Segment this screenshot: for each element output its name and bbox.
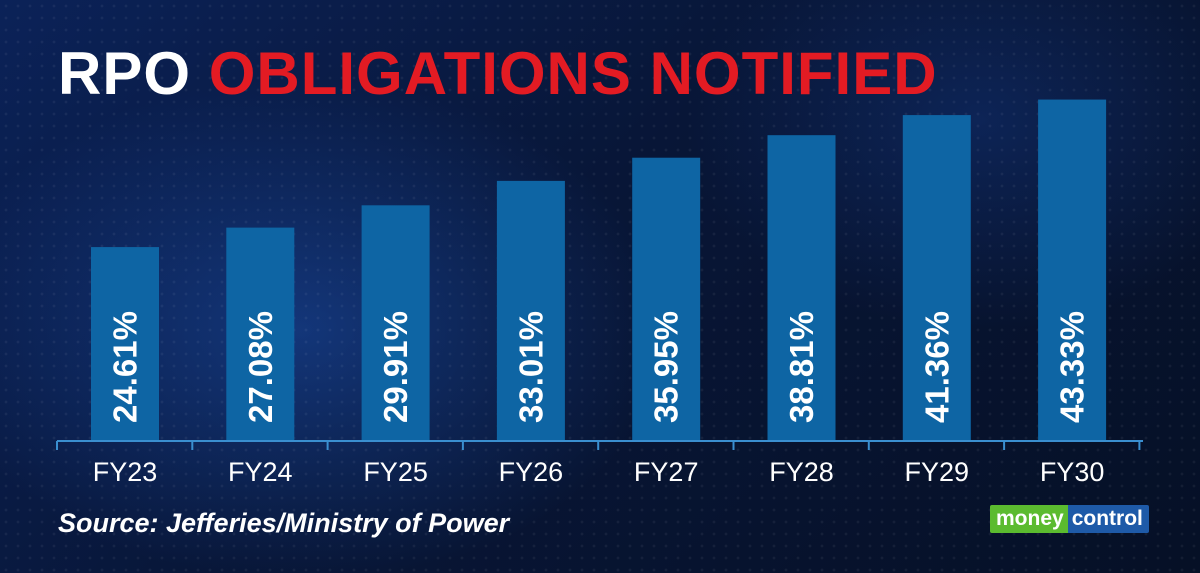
logo-control-text: control bbox=[1067, 505, 1149, 533]
x-tick-label-fy30: FY30 bbox=[1040, 457, 1105, 487]
bar-fy25 bbox=[361, 205, 430, 441]
x-tick-label-fy25: FY25 bbox=[363, 457, 428, 487]
data-label-fy23: 24.61% bbox=[107, 311, 144, 423]
x-tick-label-fy26: FY26 bbox=[499, 457, 564, 487]
data-label-fy28: 38.81% bbox=[783, 311, 820, 423]
chart-title: RPO OBLIGATIONS NOTIFIED bbox=[58, 38, 938, 110]
data-label-fy25: 29.91% bbox=[377, 311, 414, 423]
moneycontrol-logo: money control bbox=[990, 505, 1149, 533]
data-label-fy26: 33.01% bbox=[512, 311, 549, 423]
logo-money-text: money bbox=[990, 505, 1068, 533]
chart-title-part1: RPO bbox=[58, 40, 192, 107]
bar-fy27 bbox=[632, 157, 701, 442]
x-tick-label-fy27: FY27 bbox=[634, 457, 699, 487]
chart-title-part2: OBLIGATIONS NOTIFIED bbox=[208, 40, 938, 107]
bar-fy30 bbox=[1038, 99, 1107, 441]
data-label-fy29: 41.36% bbox=[918, 311, 955, 423]
bar-fy24 bbox=[226, 227, 295, 441]
x-tick-label-fy24: FY24 bbox=[228, 457, 293, 487]
bar-fy28 bbox=[767, 135, 836, 442]
x-tick-label-fy23: FY23 bbox=[93, 457, 158, 487]
data-label-fy27: 35.95% bbox=[648, 311, 685, 423]
data-label-fy24: 27.08% bbox=[242, 311, 279, 423]
bar-fy23 bbox=[91, 247, 159, 441]
x-tick-label-fy28: FY28 bbox=[769, 457, 834, 487]
bar-fy29 bbox=[902, 115, 971, 442]
source-note: Source: Jefferies/Ministry of Power bbox=[58, 508, 510, 538]
x-tick-label-fy29: FY29 bbox=[905, 457, 970, 487]
bar-fy26 bbox=[496, 180, 565, 441]
data-label-fy30: 43.33% bbox=[1054, 311, 1091, 423]
